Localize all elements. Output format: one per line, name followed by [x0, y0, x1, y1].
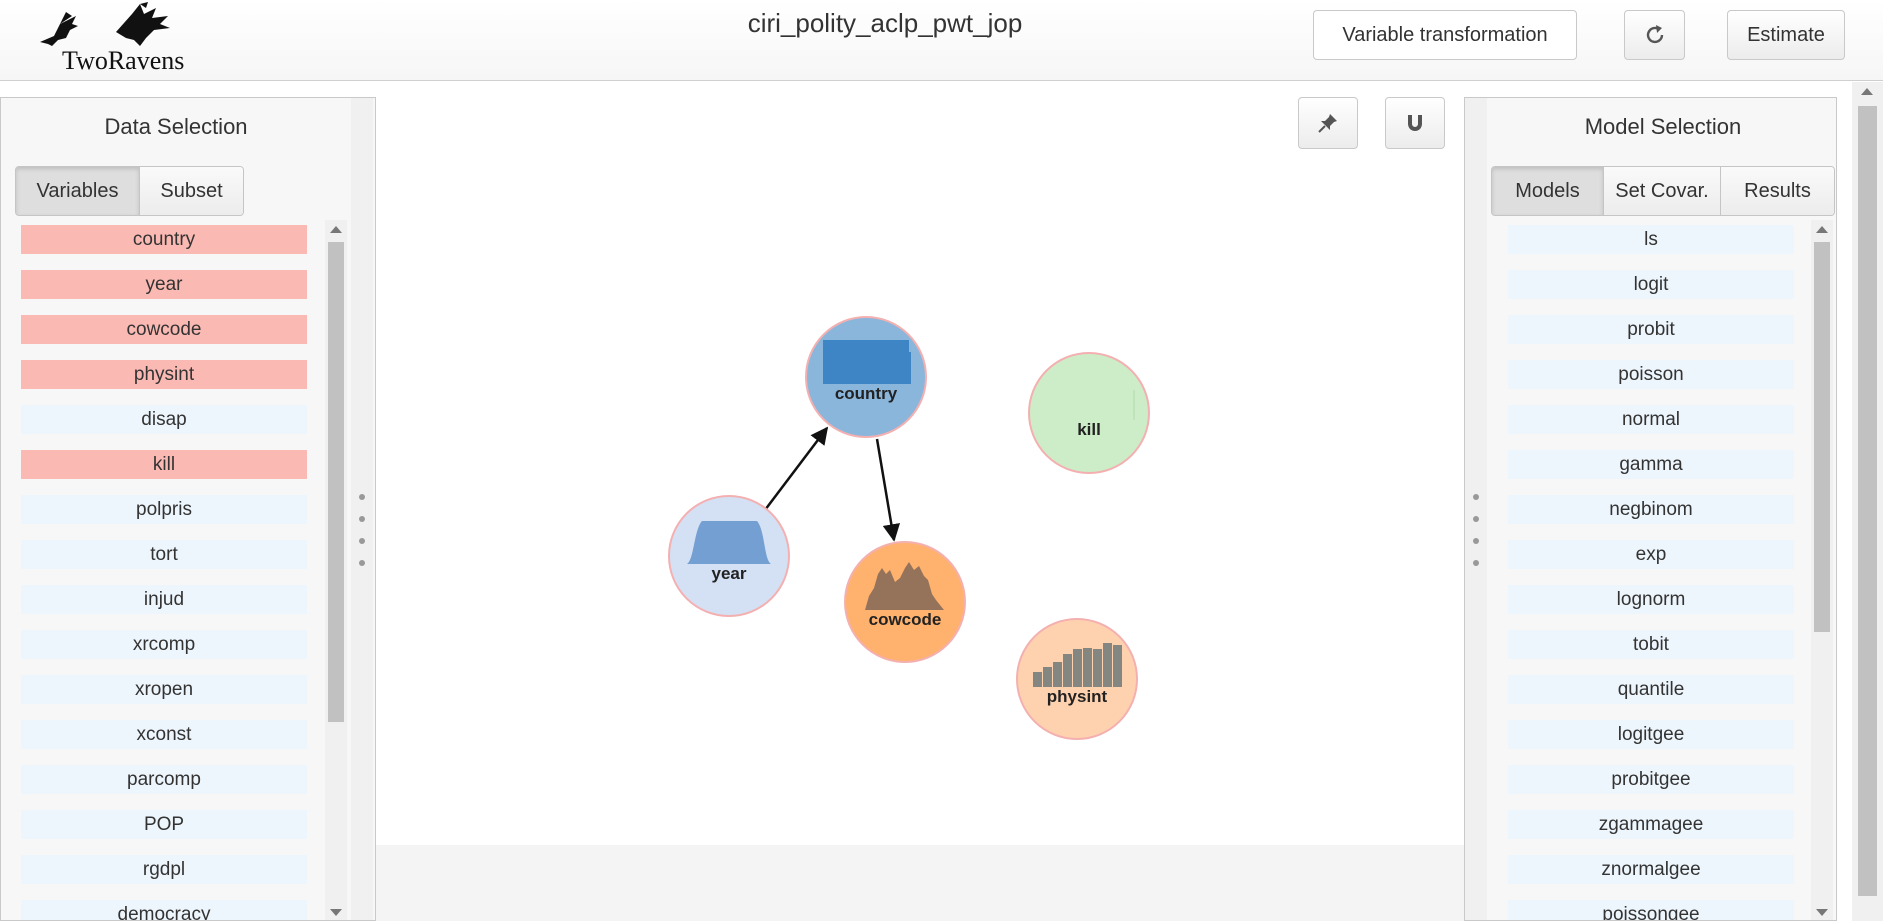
node-physint[interactable]: physint	[1016, 618, 1138, 740]
refresh-icon	[1646, 25, 1663, 44]
model-item-gamma[interactable]: gamma	[1508, 450, 1794, 479]
model-item-tobit[interactable]: tobit	[1508, 630, 1794, 659]
two-ravens-logo: TwoRavens	[36, 2, 196, 75]
model-item-exp[interactable]: exp	[1508, 540, 1794, 569]
model-list-scrollbar[interactable]	[1811, 220, 1833, 920]
model-selection-panel: Model Selection Models Set Covar. Result…	[1464, 97, 1837, 921]
node-kill[interactable]: kill	[1028, 352, 1150, 474]
variable-item-tort[interactable]: tort	[21, 540, 307, 569]
pin-button[interactable]	[1298, 97, 1358, 149]
variable-item-year[interactable]: year	[21, 270, 307, 299]
model-item-poissongee[interactable]: poissongee	[1508, 900, 1794, 920]
edge-year-country[interactable]	[764, 426, 829, 511]
variable-graph: country kill year cowcode	[668, 316, 1150, 740]
variable-item-physint[interactable]: physint	[21, 360, 307, 389]
variable-transformation-button[interactable]: Variable transformation	[1313, 10, 1577, 60]
scroll-down-icon[interactable]	[1816, 909, 1828, 916]
handle-dot	[1473, 538, 1479, 544]
handle-dot	[359, 494, 365, 500]
cowcode-density-plot	[865, 562, 944, 610]
variable-item-country[interactable]: country	[21, 225, 307, 254]
page-scroll-up-icon[interactable]	[1861, 88, 1873, 95]
node-label-physint: physint	[1047, 687, 1108, 706]
node-label-year: year	[712, 564, 747, 583]
variable-list-scrollbar[interactable]	[325, 220, 347, 920]
variable-item-disap[interactable]: disap	[21, 405, 307, 434]
logo-text: TwoRavens	[62, 46, 185, 75]
variable-item-cowcode[interactable]: cowcode	[21, 315, 307, 344]
top-bar: TwoRavens ciri_polity_aclp_pwt_jop Varia…	[0, 0, 1883, 81]
ravens-icon	[40, 2, 170, 46]
year-density-plot	[687, 521, 771, 564]
variable-item-rgdpl[interactable]: rgdpl	[21, 855, 307, 884]
scroll-up-icon[interactable]	[1816, 226, 1828, 233]
node-label-cowcode: cowcode	[869, 610, 942, 629]
right-panel-resize-handle[interactable]	[1465, 98, 1487, 920]
data-selection-tabs: Variables Subset	[15, 166, 244, 216]
model-item-poisson[interactable]: poisson	[1508, 360, 1794, 389]
model-selection-tabs: Models Set Covar. Results	[1491, 166, 1835, 216]
page-scrollbar[interactable]	[1852, 82, 1883, 921]
node-cowcode[interactable]: cowcode	[844, 541, 966, 663]
model-item-probitgee[interactable]: probitgee	[1508, 765, 1794, 794]
variable-item-xconst[interactable]: xconst	[21, 720, 307, 749]
model-list-scroll-thumb[interactable]	[1814, 242, 1830, 632]
variable-item-democracy[interactable]: democracy	[21, 900, 307, 920]
variable-item-kill[interactable]: kill	[21, 450, 307, 479]
model-item-zgammagee[interactable]: zgammagee	[1508, 810, 1794, 839]
node-year[interactable]: year	[668, 495, 790, 617]
tab-variables[interactable]: Variables	[16, 167, 140, 215]
data-selection-panel: Data Selection Variables Subset country …	[0, 97, 376, 921]
model-item-quantile[interactable]: quantile	[1508, 675, 1794, 704]
physint-bar-plot	[1033, 643, 1122, 687]
data-selection-title: Data Selection	[104, 114, 248, 139]
variable-item-polpris[interactable]: polpris	[21, 495, 307, 524]
model-selection-title: Model Selection	[1584, 114, 1742, 139]
handle-dot	[1473, 516, 1479, 522]
left-panel-resize-handle[interactable]	[351, 98, 373, 920]
edge-country-cowcode[interactable]	[875, 438, 901, 542]
handle-dot	[1473, 494, 1479, 500]
node-country[interactable]: country	[805, 316, 927, 438]
node-label-country: country	[835, 384, 898, 403]
variable-item-parcomp[interactable]: parcomp	[21, 765, 307, 794]
handle-dot	[1473, 560, 1479, 566]
variable-item-xropen[interactable]: xropen	[21, 675, 307, 704]
scroll-down-icon[interactable]	[330, 909, 342, 916]
handle-dot	[359, 538, 365, 544]
dataset-title: ciri_polity_aclp_pwt_jop	[747, 8, 1023, 38]
page-scroll-thumb[interactable]	[1858, 106, 1877, 896]
variable-list-scroll-thumb[interactable]	[328, 242, 344, 722]
model-item-ls[interactable]: ls	[1508, 225, 1794, 254]
scroll-up-icon[interactable]	[330, 226, 342, 233]
model-item-logitgee[interactable]: logitgee	[1508, 720, 1794, 749]
node-label-kill: kill	[1077, 420, 1101, 439]
variable-item-xrcomp[interactable]: xrcomp	[21, 630, 307, 659]
model-item-negbinom[interactable]: negbinom	[1508, 495, 1794, 524]
tab-results[interactable]: Results	[1721, 167, 1834, 215]
variable-item-pop[interactable]: POP	[21, 810, 307, 839]
handle-dot	[359, 516, 365, 522]
reset-button[interactable]	[1624, 10, 1685, 60]
country-bar-plot	[823, 340, 911, 384]
tab-models[interactable]: Models	[1492, 167, 1604, 215]
tab-set-covariates[interactable]: Set Covar.	[1604, 167, 1721, 215]
handle-dot	[359, 560, 365, 566]
model-item-znormalgee[interactable]: znormalgee	[1508, 855, 1794, 884]
model-canvas[interactable]: country kill year cowcode	[376, 82, 1464, 845]
pin-icon	[1318, 114, 1337, 133]
model-item-lognorm[interactable]: lognorm	[1508, 585, 1794, 614]
magnet-button[interactable]	[1385, 97, 1445, 149]
model-item-normal[interactable]: normal	[1508, 405, 1794, 434]
tab-subset[interactable]: Subset	[140, 167, 243, 215]
model-item-probit[interactable]: probit	[1508, 315, 1794, 344]
estimate-button[interactable]: Estimate	[1727, 10, 1845, 60]
magnet-icon	[1408, 115, 1422, 131]
canvas-footer	[376, 845, 1464, 921]
variable-item-injud[interactable]: injud	[21, 585, 307, 614]
model-item-logit[interactable]: logit	[1508, 270, 1794, 299]
